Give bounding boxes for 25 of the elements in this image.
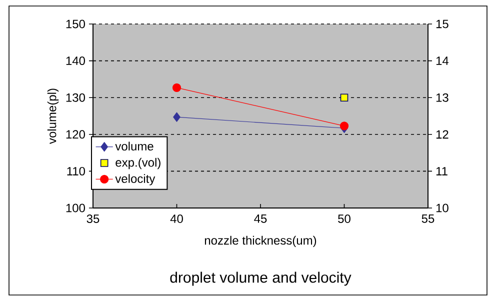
y-tick-label: 120 [66, 130, 86, 139]
y-axis-title: volume(pl) [47, 88, 59, 144]
legend-label: exp.(vol) [116, 158, 160, 170]
y2-tick-label: 13 [436, 93, 448, 102]
y2-tick-label: 11 [436, 167, 448, 176]
y-tick-label: 150 [66, 20, 86, 28]
x-tick-label: 55 [422, 214, 434, 223]
y-tick-label: 140 [66, 56, 86, 66]
legend-label: velocity [115, 174, 156, 186]
point [340, 94, 348, 102]
y2-tick-label: 15 [436, 20, 448, 28]
text: droplet volume and velocity [170, 272, 352, 286]
x-tick-label: 50 [338, 214, 350, 224]
x-tick-label: 35 [86, 214, 100, 224]
y2-tick-label: 14 [436, 56, 449, 65]
y-tick-label: 110 [67, 166, 86, 176]
legend-label: volume [115, 142, 154, 151]
x-tick-label: 45 [254, 214, 267, 223]
x-tick-label: 40 [170, 214, 183, 224]
y2-tick-label: 12 [436, 130, 448, 139]
point [173, 112, 180, 122]
y2-tick-label: 10 [436, 204, 448, 212]
y-tick-label: 130 [66, 93, 86, 102]
y-tick-label: 100 [66, 204, 86, 212]
x-axis-title: nozzle thickness(um) [204, 236, 316, 248]
